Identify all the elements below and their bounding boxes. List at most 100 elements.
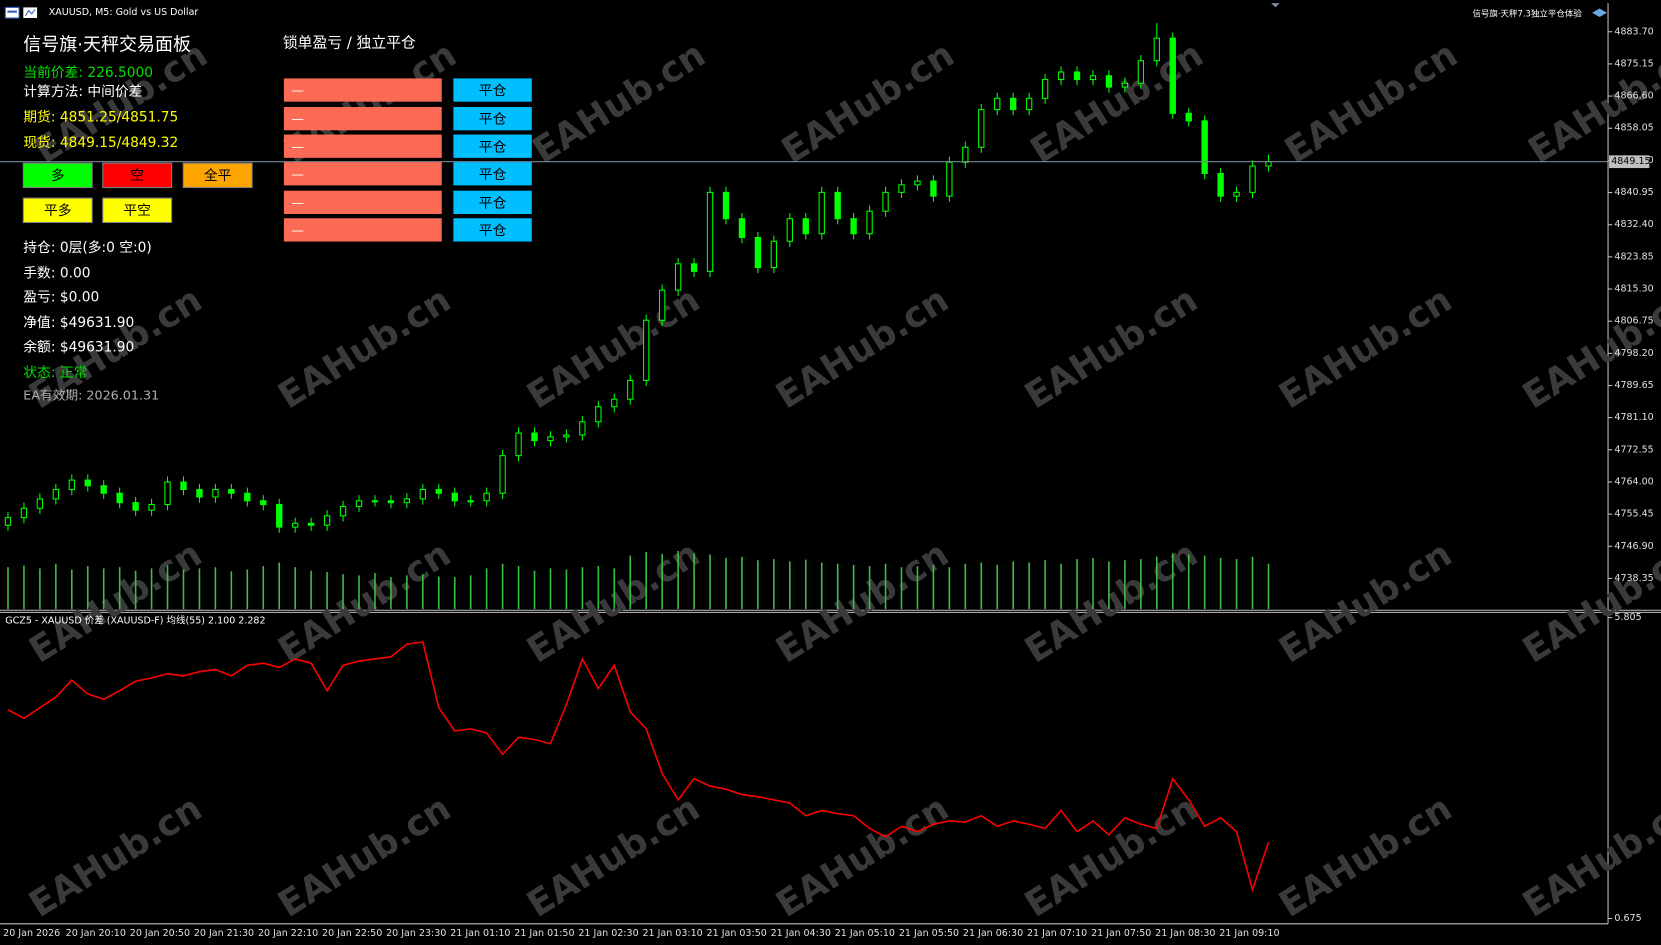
candle-body <box>1089 75 1097 81</box>
lock-row <box>283 162 442 186</box>
candle-body <box>499 455 506 494</box>
app-icon-detail <box>7 10 17 13</box>
candle-body <box>627 379 634 400</box>
candle-body <box>260 500 267 506</box>
y-tick-label: 5.805 <box>1614 612 1641 623</box>
x-tick-label: 20 Jan 22:50 <box>322 928 382 939</box>
close-button-label[interactable]: 平仓 <box>479 139 507 155</box>
y-tick-label: 4781.10 <box>1614 412 1653 423</box>
candle-body <box>866 210 873 235</box>
trade-button[interactable] <box>102 197 173 224</box>
candle-body <box>244 492 251 502</box>
candle-body <box>930 180 937 197</box>
x-tick-label: 20 Jan 2026 <box>3 928 60 939</box>
x-tick-label: 21 Jan 01:50 <box>514 928 574 939</box>
y-tick-label: 4746.90 <box>1614 541 1653 552</box>
shift-marker <box>1271 3 1280 8</box>
close-button[interactable] <box>453 107 532 131</box>
candle-body <box>754 236 762 269</box>
y-tick-label: 4866.60 <box>1614 91 1653 102</box>
close-button[interactable] <box>453 162 532 186</box>
candle-body <box>1169 37 1176 114</box>
trade-button-label[interactable]: 全平 <box>204 167 232 184</box>
candle-body <box>690 263 698 272</box>
close-button-label[interactable]: 平仓 <box>479 83 507 99</box>
y-tick-label: 4840.95 <box>1614 187 1653 198</box>
close-button[interactable] <box>453 134 532 158</box>
x-tick-label: 20 Jan 20:50 <box>130 928 190 939</box>
close-button-label[interactable]: 平仓 <box>479 195 507 211</box>
candle-body <box>1121 82 1129 88</box>
close-button-label[interactable]: 平仓 <box>479 167 507 183</box>
candle-body <box>36 498 44 509</box>
x-tick-label: 20 Jan 21:30 <box>194 928 254 939</box>
candle-body <box>1217 173 1224 197</box>
candle-body <box>818 191 825 235</box>
app-icon <box>4 6 20 19</box>
candle-body <box>451 492 458 502</box>
lock-row-label: — <box>291 111 304 126</box>
close-button[interactable] <box>453 78 532 102</box>
current-price-box <box>1609 155 1650 169</box>
candle-body <box>1233 191 1240 197</box>
candle-body <box>68 479 75 491</box>
close-button[interactable] <box>453 218 532 242</box>
trade-button[interactable] <box>22 162 93 189</box>
candle-body <box>419 488 427 500</box>
trade-button-label[interactable]: 空 <box>130 168 144 184</box>
y-tick-label: 4764.00 <box>1614 476 1653 487</box>
trade-button[interactable] <box>182 162 253 189</box>
close-button-label[interactable]: 平仓 <box>479 223 507 239</box>
candle-body <box>786 218 793 242</box>
panel-line: 盈亏: $0.00 <box>23 290 99 306</box>
candle-body <box>228 488 235 494</box>
lock-row-label: — <box>291 166 304 181</box>
y-tick-label: 4875.15 <box>1614 58 1653 69</box>
trade-button-label[interactable]: 平多 <box>44 202 72 219</box>
panel-line: 余额: $49631.90 <box>23 338 134 355</box>
y-tick-label: 4755.45 <box>1614 509 1653 520</box>
current-price-label: 4849.15 <box>1611 156 1650 167</box>
candle-body <box>1137 60 1145 84</box>
candle-body <box>323 515 331 526</box>
panel-line: 期货: 4851.25/4851.75 <box>23 109 178 126</box>
candle-body <box>180 481 187 491</box>
trade-button[interactable] <box>102 162 173 189</box>
trade-button-label[interactable]: 多 <box>51 167 65 184</box>
close-button-label[interactable]: 平仓 <box>479 112 507 128</box>
panel-line: 状态: 正常 <box>23 365 87 381</box>
candle-body <box>579 421 586 436</box>
panel-line: 计算方法: 中间价差 <box>23 84 142 100</box>
y-tick-label: 4883.70 <box>1614 26 1653 37</box>
candle-body <box>850 218 857 235</box>
candle-body <box>882 191 889 212</box>
panel-line: 净值: $49631.90 <box>23 315 134 331</box>
y-tick-label: 4789.65 <box>1614 380 1653 391</box>
y-tick-label: 4772.55 <box>1614 444 1653 455</box>
candle-body <box>371 500 379 503</box>
x-tick-label: 21 Jan 09:10 <box>1219 928 1279 939</box>
candle-body <box>164 481 171 506</box>
lock-row <box>283 218 442 242</box>
candle-body <box>834 191 841 220</box>
y-tick-label: 4823.85 <box>1614 251 1653 262</box>
candle-body <box>483 492 490 502</box>
candle-body <box>116 492 123 504</box>
close-button[interactable] <box>453 190 532 215</box>
ea-name: 信号旗·天秤7.3独立平仓体验 <box>1472 8 1582 18</box>
lock-panel-title: 锁单盈亏 / 独立平仓 <box>283 34 416 51</box>
candle-body <box>722 191 730 220</box>
candle-body <box>212 488 219 498</box>
lock-row <box>283 190 442 215</box>
panel-title: 信号旗·天秤交易面板 <box>23 35 191 56</box>
indicator-title: GCZ5 - XAUUSD 价差 (XAUUSD-F) 均线(55) 2.100… <box>5 614 265 626</box>
y-tick-label: 4858.05 <box>1614 123 1653 134</box>
trade-button-label[interactable]: 平空 <box>123 203 151 219</box>
plots: 4883.704875.154866.604858.054849.504840.… <box>0 23 1654 939</box>
x-tick-label: 21 Jan 04:30 <box>771 928 831 939</box>
trade-button[interactable] <box>22 197 93 224</box>
candle-body <box>276 504 283 528</box>
